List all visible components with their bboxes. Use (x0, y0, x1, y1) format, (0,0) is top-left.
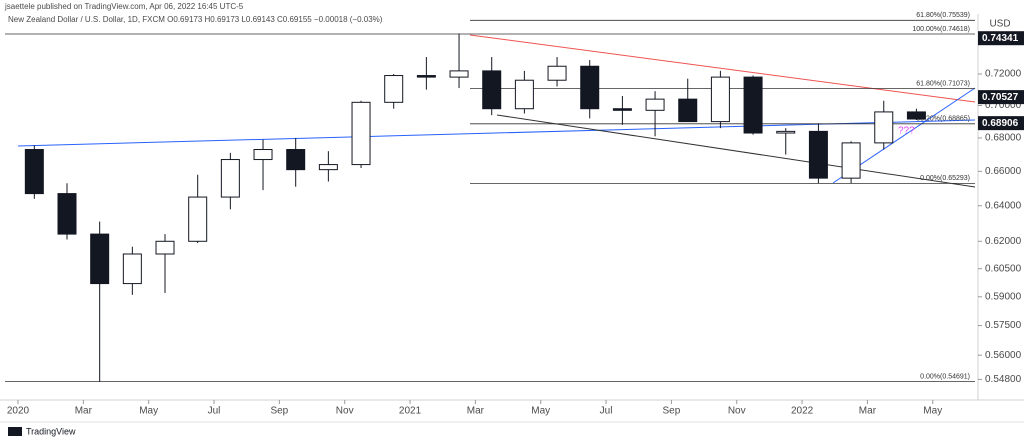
candle-body (57, 193, 77, 235)
publisher: jsaettele published on TradingView.com, … (4, 2, 244, 11)
y-tick-label: 0.59000 (985, 291, 1022, 302)
x-tick-label: Mar (75, 406, 93, 417)
candle-body (90, 233, 110, 285)
candle-body (384, 75, 404, 103)
x-tick-label: May (923, 406, 942, 417)
candle-body (547, 65, 567, 81)
candle-body (122, 253, 142, 285)
trend-line (17, 119, 976, 147)
trend-line (496, 114, 976, 188)
fib-level-label: 61.80%(0.75539) (916, 12, 970, 19)
x-tick-label: 2021 (399, 406, 422, 417)
candle-body (24, 149, 44, 195)
symbol-legend: New Zealand Dollar / U.S. Dollar, 1D, FX… (8, 15, 383, 24)
x-tick-label: Nov (336, 406, 354, 417)
candle-body (743, 76, 763, 134)
candle-body (482, 70, 502, 110)
price-label: 0.74341 (982, 33, 1019, 44)
candle-body (776, 130, 796, 134)
x-tick-label: Jul (600, 406, 613, 417)
x-tick-label: Nov (728, 406, 746, 417)
price-label-box (978, 116, 1024, 131)
candle-body (155, 240, 175, 255)
x-tick-label: May (531, 406, 550, 417)
y-tick-label: 0.72000 (985, 69, 1022, 80)
fib-level-label: 61.80%(0.71073) (916, 80, 970, 87)
fib-level-label: 0.00%(0.54691) (920, 373, 970, 380)
x-tick-label: May (139, 406, 158, 417)
price-label: 0.68906 (982, 118, 1019, 129)
candle-body (678, 98, 698, 123)
candle-body (253, 149, 273, 161)
candle-body (841, 142, 861, 179)
trend-line (469, 34, 976, 103)
candle-body (351, 101, 371, 166)
y-tick-label: 0.66000 (985, 166, 1022, 177)
fib-level-label: 0.00%(0.65293) (920, 175, 970, 182)
brand-logo (8, 427, 22, 436)
price-label: 0.70527 (982, 92, 1019, 103)
x-tick-label: Sep (270, 406, 288, 417)
candle-body (416, 75, 436, 78)
fib-level-label: 100.00%(0.74618) (912, 26, 970, 33)
candle-body (188, 196, 208, 242)
fib-level-label: 38.20%(0.68865) (916, 116, 970, 123)
y-tick-label: 0.68000 (985, 133, 1022, 144)
candle-body (612, 108, 632, 111)
brand[interactable]: TradingView (26, 426, 76, 436)
candle-body (580, 65, 600, 110)
x-tick-label: Sep (663, 406, 681, 417)
annotation: ??? (898, 126, 915, 137)
y-tick-label: 0.64000 (985, 200, 1022, 211)
candle-body (874, 111, 894, 144)
currency: USD (989, 19, 1010, 30)
price-label-box (978, 90, 1024, 105)
x-tick-label: 2022 (791, 406, 814, 417)
y-tick-label: 0.62000 (985, 236, 1022, 247)
x-tick-label: 2020 (7, 406, 30, 417)
candle-body (645, 98, 665, 111)
candle-body (514, 79, 534, 110)
price-label-box (978, 31, 1024, 46)
candle-body (286, 149, 306, 171)
y-tick-label: 0.54800 (985, 374, 1022, 385)
candle-body (318, 164, 338, 171)
candle-body (710, 76, 730, 123)
candle-body (906, 111, 926, 120)
candle-body (808, 130, 828, 179)
x-tick-label: Mar (859, 406, 877, 417)
candle-body (220, 159, 240, 198)
y-tick-label: 0.56000 (985, 350, 1022, 361)
x-tick-label: Jul (208, 406, 221, 417)
candle-body (449, 70, 469, 78)
y-tick-label: 0.60500 (985, 263, 1022, 274)
x-tick-label: Mar (467, 406, 485, 417)
y-tick-label: 0.70000 (985, 100, 1022, 111)
y-tick-label: 0.57500 (985, 320, 1022, 331)
